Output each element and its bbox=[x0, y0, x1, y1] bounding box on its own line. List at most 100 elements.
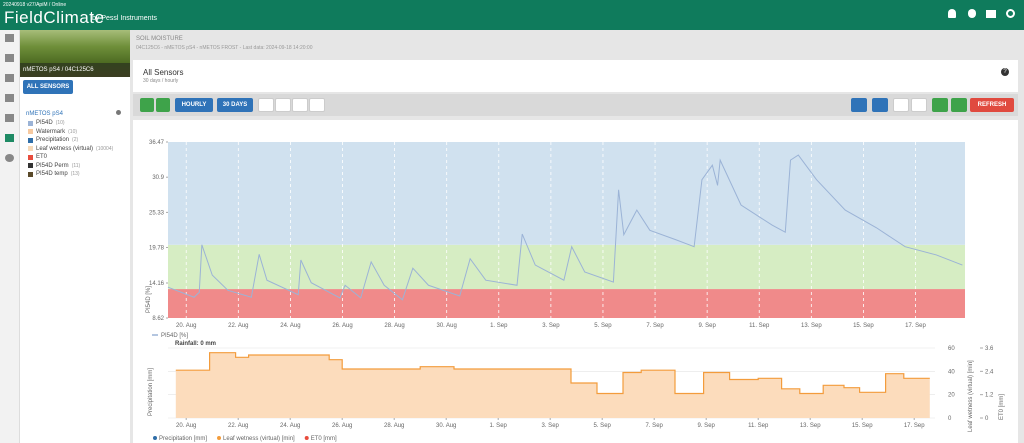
swatch bbox=[28, 137, 33, 143]
y2-tick-label: 60 bbox=[948, 346, 955, 352]
sensor-count: (10) bbox=[68, 128, 78, 135]
y-tick-label: 8.62 bbox=[152, 316, 164, 322]
chart-button[interactable] bbox=[932, 98, 948, 112]
tree-item[interactable]: Leaf wetness (virtual) (10004) bbox=[28, 146, 113, 152]
y2-tick-label: 0 bbox=[948, 416, 952, 422]
legend-label: PI54D [%] bbox=[161, 333, 188, 339]
x-tick-label: 11. Sep bbox=[749, 323, 770, 329]
home-icon[interactable] bbox=[5, 34, 14, 42]
x-tick-label: 9. Sep bbox=[698, 323, 716, 329]
sensor-count: (10) bbox=[55, 120, 65, 126]
first-button[interactable] bbox=[258, 98, 274, 112]
tree-item[interactable]: PI54D (10) bbox=[28, 120, 65, 126]
icon-bar bbox=[0, 30, 20, 443]
list-button[interactable] bbox=[911, 98, 927, 112]
x-tick-label: 11. Sep bbox=[748, 423, 769, 429]
tree-item[interactable]: ET0 bbox=[28, 154, 50, 160]
legend-label: ET0 [mm] bbox=[311, 436, 337, 442]
sensor-count: (2) bbox=[72, 137, 79, 143]
model-icon[interactable] bbox=[5, 74, 14, 82]
refresh-button[interactable]: REFRESH bbox=[970, 98, 1014, 112]
x-tick-label: 30. Aug bbox=[436, 423, 456, 429]
info-button[interactable] bbox=[851, 98, 867, 112]
tree-item[interactable]: Watermark (10) bbox=[28, 129, 77, 135]
user-icon[interactable] bbox=[968, 9, 976, 18]
page-subtitle: 30 days / hourly bbox=[143, 78, 179, 84]
y-tick-label: 30.9 bbox=[152, 175, 164, 181]
y3-axis-label: ET0 [mm] bbox=[999, 394, 1005, 420]
soil-icon[interactable] bbox=[5, 134, 14, 142]
x-tick-label: 9. Sep bbox=[698, 423, 716, 429]
swatch bbox=[28, 163, 33, 168]
y-tick-label: 19.78 bbox=[149, 245, 165, 251]
save-button[interactable] bbox=[156, 98, 170, 112]
line-series bbox=[167, 154, 963, 301]
area-fill bbox=[175, 352, 930, 418]
sensor-name: Precipitation bbox=[36, 137, 70, 143]
threshold-band bbox=[168, 289, 965, 318]
legend-label: Leaf wetness (virtual) [min] bbox=[223, 436, 295, 442]
x-tick-label: 15. Sep bbox=[852, 423, 873, 429]
x-tick-label: 26. Aug bbox=[332, 323, 352, 329]
sensor-count: (10004) bbox=[96, 145, 114, 152]
next-button[interactable] bbox=[292, 98, 308, 112]
y-tick-label: 14.16 bbox=[149, 281, 165, 287]
data-icon[interactable] bbox=[5, 54, 14, 62]
annotation: Rainfall: 0 mm bbox=[175, 341, 216, 347]
swatch bbox=[28, 154, 33, 160]
hourly-button[interactable]: HOURLY bbox=[175, 98, 213, 112]
page-title: All Sensors bbox=[143, 68, 184, 77]
sensor-name: PI54D bbox=[36, 120, 53, 126]
edit-button[interactable] bbox=[872, 98, 888, 112]
legend-swatch bbox=[304, 436, 309, 440]
x-tick-label: 3. Sep bbox=[542, 323, 560, 329]
tree-root[interactable]: nMETOS pS4 bbox=[26, 111, 63, 117]
x-tick-label: 15. Sep bbox=[853, 323, 874, 329]
x-tick-label: 7. Sep bbox=[646, 323, 664, 329]
x-tick-label: 1. Sep bbox=[490, 323, 508, 329]
brand[interactable]: FieldClimate bbox=[4, 8, 105, 27]
x-tick-label: 7. Sep bbox=[646, 423, 664, 429]
disease-icon[interactable] bbox=[5, 94, 14, 102]
table-button[interactable] bbox=[140, 98, 154, 112]
sensor-name: Leaf wetness (virtual) bbox=[36, 145, 94, 152]
all-sensors-button[interactable]: ALL SENSORS bbox=[23, 80, 73, 94]
tree-item[interactable]: PI54D Perm (11) bbox=[28, 163, 80, 169]
x-tick-label: 28. Aug bbox=[384, 323, 404, 329]
days-button[interactable]: 30 DAYS bbox=[217, 98, 253, 112]
settings-icon[interactable] bbox=[5, 154, 14, 162]
bell-icon[interactable] bbox=[948, 9, 956, 18]
chart-icon[interactable] bbox=[986, 10, 996, 18]
download-button[interactable] bbox=[893, 98, 909, 112]
y3-tick-label: 3.6 bbox=[985, 346, 994, 352]
x-tick-label: 22. Aug bbox=[228, 323, 248, 329]
x-tick-label: 17. Sep bbox=[905, 323, 926, 329]
tree-item[interactable]: PI54D temp (13) bbox=[28, 171, 80, 177]
x-tick-label: 13. Sep bbox=[800, 423, 821, 429]
section-title: SOIL MOISTURE bbox=[136, 36, 183, 42]
x-tick-label: 20. Aug bbox=[176, 323, 196, 329]
swatch bbox=[28, 120, 33, 126]
x-tick-label: 3. Sep bbox=[542, 423, 560, 429]
version: 20240918 v27/ApiM / Online bbox=[3, 2, 67, 8]
last-button[interactable] bbox=[309, 98, 325, 112]
tree-item[interactable]: Precipitation (2) bbox=[28, 137, 78, 143]
y3-tick-label: 2.4 bbox=[985, 369, 994, 375]
legend-swatch bbox=[217, 436, 222, 440]
x-tick-label: 20. Aug bbox=[176, 423, 196, 429]
x-tick-label: 5. Sep bbox=[594, 323, 612, 329]
swatch bbox=[28, 146, 33, 151]
legend-swatch bbox=[153, 436, 157, 440]
x-tick-label: 22. Aug bbox=[228, 423, 248, 429]
help-icon[interactable]: ? bbox=[1001, 68, 1009, 76]
station-name: nMETOS pS4 / 04C125C6 bbox=[20, 63, 130, 77]
prev-button[interactable] bbox=[275, 98, 291, 112]
crop-icon[interactable] bbox=[5, 114, 14, 122]
y-axis-label: Precipitation [mm] bbox=[148, 368, 154, 416]
y2-tick-label: 20 bbox=[948, 393, 955, 399]
grid-button[interactable] bbox=[951, 98, 967, 112]
signal-icon[interactable] bbox=[1006, 9, 1015, 18]
y2-tick-label: 40 bbox=[948, 369, 955, 375]
tree-settings[interactable] bbox=[116, 110, 121, 115]
